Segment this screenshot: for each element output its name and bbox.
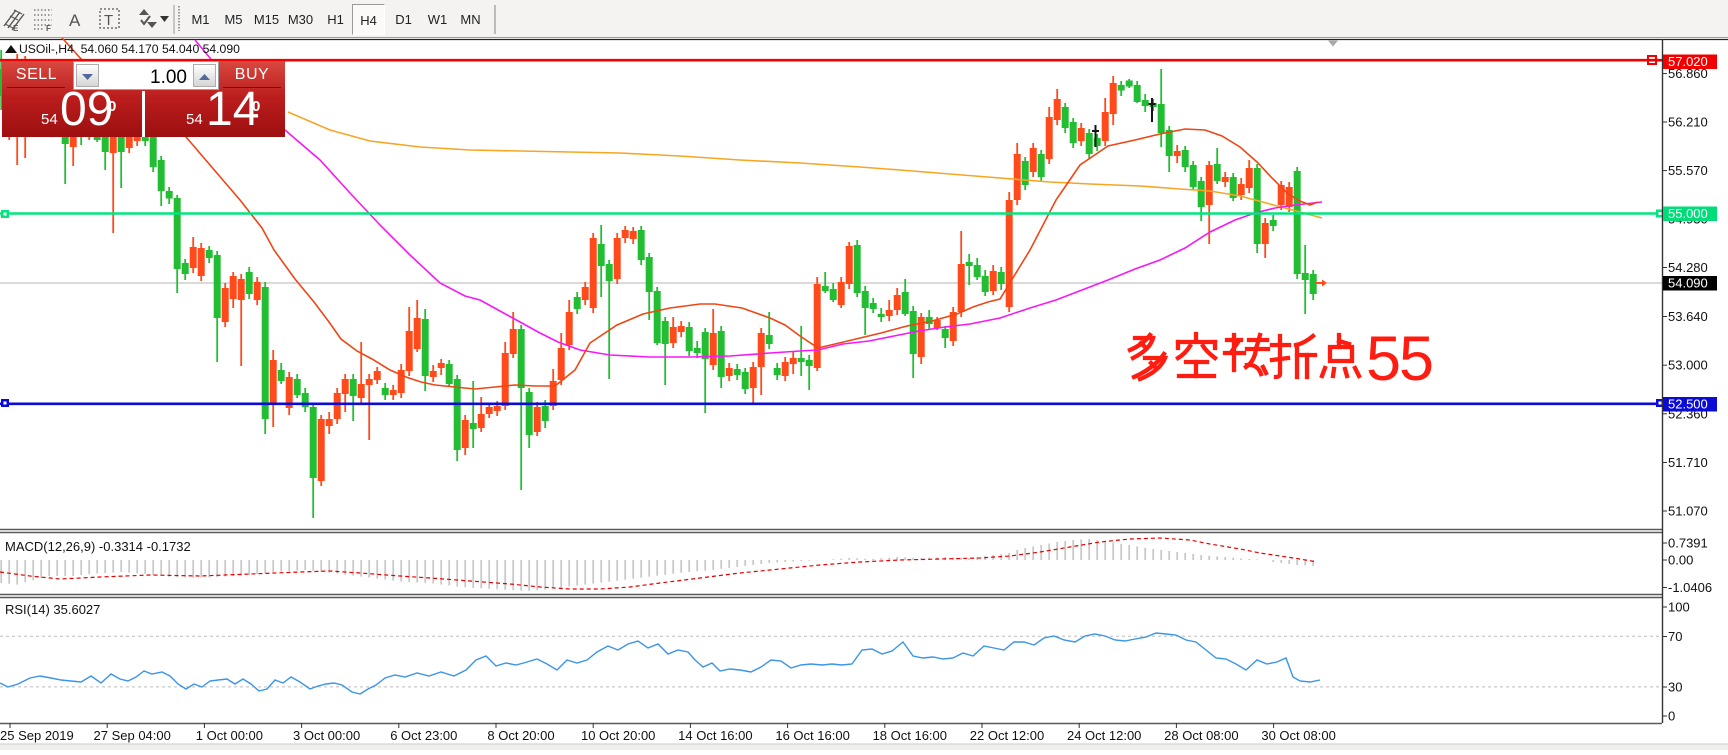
svg-text:55: 55 — [1366, 324, 1432, 394]
svg-text:30: 30 — [1668, 680, 1682, 695]
svg-text:A: A — [69, 11, 81, 30]
svg-text:T: T — [104, 12, 113, 29]
svg-text:-1.0406: -1.0406 — [1668, 580, 1712, 595]
svg-text:55.000: 55.000 — [1668, 206, 1708, 221]
svg-text:USOil-,H4 54.060 54.170 54.04: USOil-,H4 54.060 54.170 54.040 54.090 — [19, 42, 240, 56]
svg-text:0.7391: 0.7391 — [1668, 536, 1708, 551]
svg-text:3 Oct 00:00: 3 Oct 00:00 — [293, 728, 360, 743]
svg-text:56.210: 56.210 — [1668, 115, 1708, 130]
svg-text:E: E — [13, 24, 19, 33]
svg-text:14 Oct 16:00: 14 Oct 16:00 — [678, 728, 752, 743]
svg-text:100: 100 — [1668, 600, 1690, 615]
svg-text:RSI(14) 35.6027: RSI(14) 35.6027 — [5, 602, 100, 617]
svg-text:16 Oct 16:00: 16 Oct 16:00 — [775, 728, 849, 743]
svg-text:28 Oct 08:00: 28 Oct 08:00 — [1164, 728, 1238, 743]
svg-text:F: F — [46, 24, 51, 33]
svg-text:22 Oct 12:00: 22 Oct 12:00 — [970, 728, 1044, 743]
svg-text:70: 70 — [1668, 629, 1682, 644]
svg-text:18 Oct 16:00: 18 Oct 16:00 — [873, 728, 947, 743]
svg-text:6 Oct 23:00: 6 Oct 23:00 — [390, 728, 457, 743]
svg-text:52.500: 52.500 — [1668, 397, 1708, 412]
svg-text:0: 0 — [1668, 709, 1675, 724]
svg-text:MACD(12,26,9) -0.3314 -0.1732: MACD(12,26,9) -0.3314 -0.1732 — [5, 539, 191, 554]
svg-text:27 Sep 04:00: 27 Sep 04:00 — [94, 728, 171, 743]
svg-text:56.860: 56.860 — [1668, 66, 1708, 81]
svg-text:53.640: 53.640 — [1668, 309, 1708, 324]
svg-text:54.090: 54.090 — [1668, 276, 1708, 291]
svg-text:0.00: 0.00 — [1668, 553, 1693, 568]
svg-text:57.020: 57.020 — [1668, 54, 1708, 69]
svg-text:54.280: 54.280 — [1668, 260, 1708, 275]
svg-text:55.570: 55.570 — [1668, 163, 1708, 178]
svg-text:1 Oct 00:00: 1 Oct 00:00 — [196, 728, 263, 743]
svg-text:30 Oct 08:00: 30 Oct 08:00 — [1261, 728, 1335, 743]
svg-text:53.000: 53.000 — [1668, 358, 1708, 373]
svg-text:10 Oct 20:00: 10 Oct 20:00 — [581, 728, 655, 743]
svg-text:51.070: 51.070 — [1668, 504, 1708, 519]
svg-text:24 Oct 12:00: 24 Oct 12:00 — [1067, 728, 1141, 743]
svg-text:25 Sep 2019: 25 Sep 2019 — [0, 728, 74, 743]
svg-text:51.710: 51.710 — [1668, 455, 1708, 470]
svg-text:8 Oct 20:00: 8 Oct 20:00 — [487, 728, 554, 743]
